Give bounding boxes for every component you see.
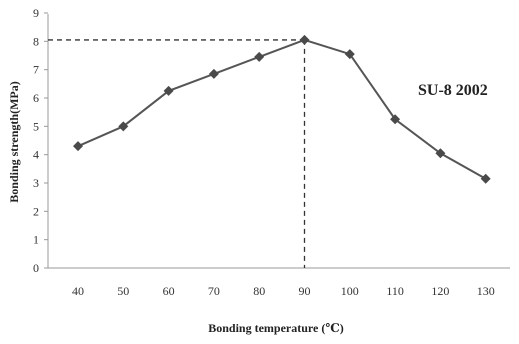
data-point-marker — [73, 141, 83, 152]
y-tick-label: 3 — [33, 176, 39, 190]
data-point-marker — [480, 173, 491, 184]
data-point-marker — [254, 51, 265, 62]
annotation-label: SU-8 2002 — [418, 82, 488, 99]
y-ticks: 0 1 2 3 4 5 6 7 8 9 — [33, 6, 48, 275]
x-tick-label: 100 — [341, 284, 359, 298]
x-tick-label: 110 — [386, 284, 404, 298]
y-tick-label: 7 — [33, 63, 39, 77]
data-point-marker — [299, 34, 310, 45]
x-axis-title: Bonding temperature (℃) — [208, 321, 343, 335]
data-point-marker — [208, 68, 219, 79]
y-tick-label: 4 — [33, 148, 39, 162]
data-point-marker — [435, 148, 446, 159]
series-group — [73, 34, 491, 184]
x-tick-label: 60 — [163, 284, 175, 298]
x-tick-label: 40 — [72, 284, 84, 298]
data-point-marker — [344, 49, 355, 60]
series-line — [77, 38, 487, 180]
x-tick-label: 90 — [299, 284, 311, 298]
x-tick-label: 120 — [431, 284, 449, 298]
y-tick-label: 0 — [33, 261, 39, 275]
y-tick-label: 2 — [33, 204, 39, 218]
x-ticks: 40 50 60 70 80 90 100 110 120 130 — [72, 284, 495, 298]
x-tick-label: 50 — [117, 284, 129, 298]
x-tick-label: 80 — [253, 284, 265, 298]
data-point-marker — [390, 114, 401, 125]
y-tick-label: 1 — [33, 233, 39, 247]
y-tick-label: 8 — [33, 34, 39, 48]
data-point-marker — [163, 85, 174, 96]
y-tick-label: 5 — [33, 119, 39, 133]
y-tick-label: 9 — [33, 6, 39, 20]
reference-lines — [48, 39, 306, 268]
x-tick-label: 130 — [477, 284, 495, 298]
y-axis-title: Bonding strength(MPa) — [7, 81, 21, 202]
data-point-marker — [118, 121, 129, 132]
y-tick-label: 6 — [33, 91, 39, 105]
x-tick-label: 70 — [208, 284, 220, 298]
